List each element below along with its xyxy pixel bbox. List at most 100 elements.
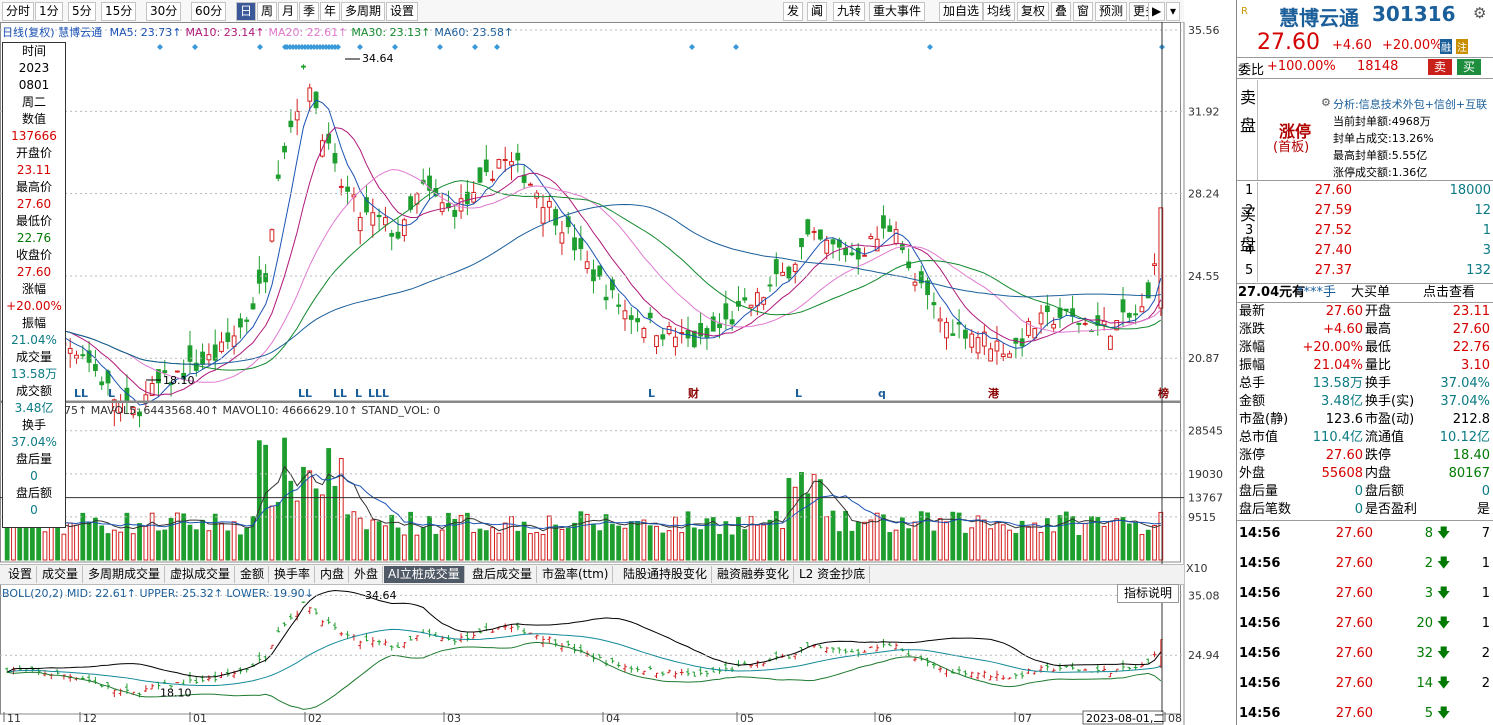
info-row: 0 (30, 503, 38, 517)
ma-line (6, 203, 1161, 365)
candle-body (893, 229, 899, 244)
candle-body (717, 323, 722, 329)
indicator-tab-8[interactable]: AI立桩成交量 (384, 566, 465, 583)
period-12[interactable]: 设置 (386, 2, 419, 21)
candle-body (597, 265, 603, 277)
period-7[interactable]: 周 (257, 2, 278, 21)
order-bar-item[interactable]: 点击查看 (1423, 285, 1476, 300)
info-row: 收盘价 (15, 248, 52, 262)
ma-legend: 日线(复权) 慧博云通 MA5: 23.73↑ MA10: 23.14↑ MA20:… (2, 24, 513, 40)
period-4[interactable]: 30分 (146, 2, 182, 21)
volume-bar (238, 534, 243, 561)
period-6[interactable]: 日 (236, 2, 257, 21)
info-row: 137666 (11, 129, 57, 143)
buy-button[interactable]: 买 (1457, 59, 1481, 75)
stat-value: 3.48亿 (1321, 394, 1363, 409)
info-row: 盘后量 (15, 452, 52, 466)
volume-bar (918, 511, 924, 561)
volume-bar (616, 525, 622, 561)
indicator-tab-5[interactable]: 换手率 (270, 566, 316, 583)
candle-body (786, 266, 792, 279)
gear-icon[interactable]: ⚙ (1473, 4, 1487, 22)
tick-price: 27.60 (1335, 676, 1373, 691)
period-5[interactable]: 60分 (191, 2, 227, 21)
candle-body (111, 399, 117, 412)
volume-bar (1076, 534, 1082, 561)
tool-9[interactable]: 预测 (1095, 2, 1128, 21)
indicator-tab-0[interactable]: 设置 (4, 566, 38, 583)
volume-bar (408, 511, 414, 561)
x-tick: 05 (740, 712, 754, 725)
big-order-bar[interactable]: 27.04元有 ****手 大买单 点击查看 (1237, 284, 1493, 302)
indicator-tab-4[interactable]: 金额 (236, 566, 270, 583)
period-10[interactable]: 年 (320, 2, 341, 21)
period-0[interactable]: 分时 (2, 2, 35, 21)
tool-1[interactable]: 阗 (807, 2, 828, 21)
dropdown-icon[interactable]: ▾ (1166, 2, 1181, 21)
volume-bar (1101, 525, 1107, 561)
period-2[interactable]: 5分 (68, 2, 96, 21)
period-1[interactable]: 1分 (35, 2, 63, 21)
period-11[interactable]: 多周期 (341, 2, 386, 21)
indicator-tab-12[interactable]: 融资融券变化 (713, 566, 795, 583)
indicator-tab-7[interactable]: 外盘 (350, 566, 384, 583)
period-3[interactable]: 15分 (101, 2, 137, 21)
stat-key: 涨停 (1239, 448, 1266, 463)
order-bar-item[interactable]: 27.04元有 (1238, 285, 1306, 300)
volume-bar (937, 518, 943, 561)
volume-bar (792, 486, 798, 561)
tool-2[interactable]: 九转 (833, 2, 866, 21)
candle-body (654, 335, 659, 348)
event-marker: 榜 (1158, 386, 1169, 400)
order-bar-item[interactable]: 大买单 (1351, 285, 1391, 300)
sell-button[interactable]: 卖 (1428, 59, 1452, 75)
volume-bar (86, 522, 92, 561)
tool-0[interactable]: 发 (783, 2, 804, 21)
candle-body (818, 229, 823, 240)
info-row: 27.60 (16, 197, 52, 211)
volume-bar (597, 530, 603, 561)
tool-3[interactable]: 重大事件 (869, 2, 926, 21)
tool-4[interactable]: 加自选 (939, 2, 984, 21)
indicator-tab-10[interactable]: 市盈率(ttm) (538, 566, 614, 583)
candle-body (799, 238, 804, 248)
volume-bar (710, 517, 716, 561)
indicator-tab-1[interactable]: 成交量 (38, 566, 84, 583)
tick-time: 14:56 (1239, 526, 1281, 541)
tick-row: 14:56 27.60 8 🡇 7 (1237, 525, 1493, 543)
volume-bar (427, 516, 432, 561)
candle-body (395, 231, 401, 239)
volume-y-tick: 13767 (1188, 492, 1223, 505)
indicator-tab-6[interactable]: 内盘 (316, 566, 350, 583)
candle-body (862, 254, 867, 257)
candle-body (723, 303, 729, 320)
volume-bar (294, 500, 300, 561)
candle-body (269, 229, 275, 242)
indicator-tab-11[interactable]: 陆股通持股变化 (619, 566, 713, 583)
order-bar-item[interactable]: ****手 (1297, 285, 1337, 300)
indicator-help-button[interactable]: 指标说明 (1117, 584, 1180, 603)
tick-price: 27.60 (1335, 556, 1373, 571)
indicator-tab-9[interactable]: 盘后成交量 (468, 566, 538, 583)
tool-7[interactable]: 叠 (1051, 2, 1072, 21)
tool-6[interactable]: 复权 (1017, 2, 1050, 21)
indicator-tab-13[interactable]: L2 资金抄底 (795, 566, 871, 583)
period-9[interactable]: 季 (299, 2, 320, 21)
info-row: 最低价 (15, 214, 52, 228)
indicator-tab-2[interactable]: 多周期成交量 (84, 566, 166, 583)
tool-8[interactable]: 窗 (1073, 2, 1094, 21)
signal-marker (689, 44, 695, 50)
tick-row: 14:56 27.60 20 🡇 1 (1237, 615, 1493, 633)
indicator-tab-3[interactable]: 虚拟成交量 (166, 566, 236, 583)
volume-bar (301, 466, 306, 561)
tool-5[interactable]: 均线 (983, 2, 1016, 21)
analysis-text[interactable]: 分析:信息技术外包+信创+互联 (1333, 98, 1488, 111)
expand-icon[interactable]: ▶ (1148, 2, 1166, 21)
volume-bar (717, 533, 722, 561)
candle-body (874, 238, 880, 252)
candle-body (193, 362, 199, 371)
candle-body (174, 370, 180, 373)
info-row: 换手 (21, 418, 46, 432)
period-8[interactable]: 月 (278, 2, 299, 21)
